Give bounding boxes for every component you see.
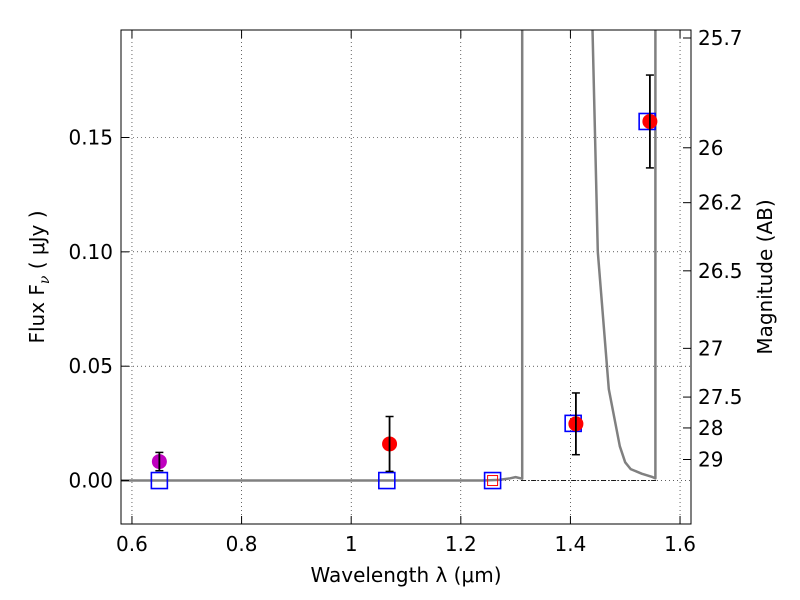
plot-background (121, 30, 691, 524)
axis-ticks: 0.6 0.8 1 1.2 1.4 1.6 0.00 0.05 0.10 0.15 25.7 26 26… (68, 26, 742, 556)
y2-tick-label: 27 (698, 336, 723, 360)
y2-tick-label: 29 (698, 448, 723, 472)
y2-tick-label: 26.5 (698, 259, 743, 283)
sed-model-curve (121, 30, 659, 482)
x-tick-label: 0.6 (116, 532, 148, 556)
y-axis-title: Flux Fν ( μJy ) (25, 210, 53, 343)
y-tick-label: 0.15 (68, 125, 113, 149)
y2-axis-title: Magnitude (AB) (753, 199, 777, 354)
y2-tick-label: 26.2 (698, 191, 743, 215)
markers (150, 74, 658, 490)
y-tick-label: 0.10 (68, 240, 113, 264)
plot-frame (120, 29, 692, 525)
x-tick-label: 0.8 (226, 532, 258, 556)
x-tick-label: 1 (345, 532, 358, 556)
x-tick-label: 1.6 (664, 532, 696, 556)
y2-tick-label: 26 (698, 136, 723, 160)
y-axis-title-unit: ( μJy ) (25, 210, 49, 275)
x-axis-title: Wavelength λ (μm) (310, 563, 501, 587)
y2-tick-label: 28 (698, 416, 723, 440)
y-axis-title-text: Flux F (25, 284, 49, 343)
x-tick-label: 1.2 (445, 532, 477, 556)
sed-curve-line (121, 30, 657, 482)
y-axis-title-subscript: ν (37, 275, 53, 284)
model-square-inner-marker (487, 475, 499, 487)
model-square-marker (150, 471, 169, 490)
y2-tick-label: 27.5 (698, 385, 743, 409)
y-tick-label: 0.05 (68, 354, 113, 378)
x-tick-label: 1.4 (555, 532, 587, 556)
y-tick-label: 0.00 (68, 469, 113, 493)
y2-tick-label: 25.7 (698, 26, 743, 50)
model-square-marker (483, 471, 502, 490)
model-square-marker (378, 471, 396, 490)
